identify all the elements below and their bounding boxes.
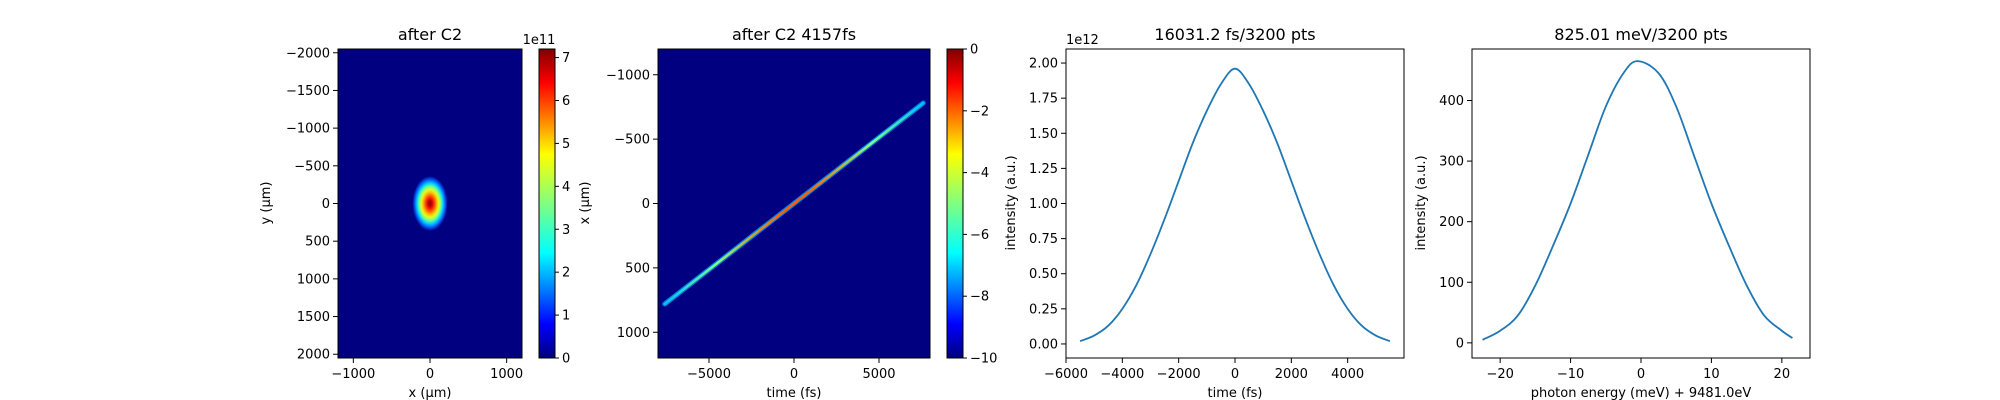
panel-a-ylabel: y (μm): [259, 182, 274, 225]
panel-c-xlabel: time (fs): [1208, 386, 1263, 400]
panel-b-xticks: −5000 0 5000: [687, 358, 896, 382]
panel-d-frame: [1471, 48, 1811, 359]
panel-b-ytick-label: 500: [625, 261, 650, 276]
panel-b-cbtick-label: −10: [970, 352, 997, 367]
panel-energy-spectrum: 825.01 meV/3200 pts −20 −10 0 10 20 0 100 200 3…: [1414, 25, 1811, 400]
panel-d-ytick-label: 200: [1439, 215, 1464, 230]
panel-c-ytick-label: 1.50: [1029, 127, 1058, 142]
panel-a-colorbar-ticks: 0 1 2 3 4 5 6 7: [555, 51, 570, 367]
panel-d-xtick-label: 10: [1703, 367, 1720, 382]
panel-d-ytick-label: 400: [1439, 94, 1464, 109]
panel-d-xlabel: photon energy (meV) + 9481.0eV: [1531, 386, 1752, 400]
panel-b-xtick-label: 0: [790, 367, 798, 382]
panel-c-ytick-label: 1.75: [1029, 92, 1058, 107]
panel-d-ytick-label: 300: [1439, 155, 1464, 170]
panel-a-cbtick-label: 1: [562, 309, 570, 324]
panel-d-xtick-label: 20: [1774, 367, 1791, 382]
panel-a-xticks: −1000 0 1000: [331, 358, 523, 382]
panel-d-ytick-label: 0: [1456, 336, 1464, 351]
panel-b-cbtick-label: −8: [970, 290, 989, 305]
panel-a-ytick-label: 1500: [297, 310, 330, 325]
panel-b-cbtick-label: −4: [970, 166, 989, 181]
panel-d-xtick-label: 0: [1637, 367, 1645, 382]
panel-a-ytick-label: 2000: [297, 348, 330, 363]
panel-b-title: after C2 4157fs: [732, 25, 856, 44]
panel-beam-profile: after C2 −1000 0 1000 −2000 −1500 −1000 −500 0…: [259, 25, 570, 400]
panel-d-ytick-label: 100: [1439, 276, 1464, 291]
panel-a-cbtick-label: 3: [562, 223, 570, 238]
panel-a-cbtick-label: 0: [562, 352, 570, 367]
panel-a-ytick-label: 500: [305, 235, 330, 250]
panel-c-ytick-label: 1.25: [1029, 162, 1058, 177]
panel-a-colorbar-offset: 1e11: [523, 33, 556, 48]
panel-a-cbtick-label: 5: [562, 137, 570, 152]
panel-c-ytick-label: 0.50: [1029, 267, 1058, 282]
panel-time-profile: 16031.2 fs/3200 pts 1e12 −6000 −4000 −2000…: [1004, 25, 1405, 400]
panel-c-xtick-label: −6000: [1044, 367, 1088, 382]
panel-a-ytick-label: 0: [322, 197, 330, 212]
panel-b-ytick-label: −1000: [606, 68, 650, 83]
panel-a-xtick-label: −1000: [331, 367, 375, 382]
panel-c-xticks: −6000 −4000 −2000 0 2000 4000: [1044, 358, 1364, 382]
streak-line: [663, 101, 925, 306]
panel-c-xtick-label: 0: [1231, 367, 1239, 382]
panel-b-ytick-label: 1000: [617, 326, 650, 341]
panel-b-xtick-label: −5000: [687, 367, 731, 382]
panel-b-ytick-label: −500: [614, 133, 650, 148]
panel-b-colorbar-label: x (μm): [578, 182, 593, 225]
panel-a-xlabel: x (μm): [409, 386, 452, 400]
panel-time-streak: after C2 4157fs −5000 0 5000 −1000−5000500…: [578, 25, 997, 400]
panel-c-xtick-label: −2000: [1157, 367, 1201, 382]
panel-c-xtick-label: −4000: [1100, 367, 1144, 382]
panel-c-ytick-label: 0.25: [1029, 302, 1058, 317]
panel-d-title: 825.01 meV/3200 pts: [1554, 25, 1727, 44]
energy-spectrum-line: [1482, 60, 1793, 341]
panel-a-cbtick-label: 6: [562, 94, 570, 109]
panel-a-title: after C2: [398, 25, 462, 44]
panel-b-xtick-label: 5000: [862, 367, 895, 382]
panel-b-ytick-label: 0: [642, 197, 650, 212]
panel-c-ytick-label: 2.00: [1029, 57, 1058, 72]
panel-a-ytick-label: −500: [294, 159, 330, 174]
panel-c-ylabel: intensity (a.u.): [1004, 155, 1019, 250]
panel-b-cbtick-label: −2: [970, 104, 989, 119]
panel-b-cbtick-label: −6: [970, 228, 989, 243]
panel-b-cbtick-label: 0: [970, 43, 978, 58]
panel-c-ytick-label: 1.00: [1029, 197, 1058, 212]
panel-a-cbtick-label: 7: [562, 51, 570, 66]
panel-c-frame: [1065, 48, 1405, 359]
panel-c-xtick-label: 4000: [1331, 367, 1364, 382]
panel-a-cbtick-label: 4: [562, 180, 570, 195]
time-profile-line: [1079, 67, 1391, 342]
beam-spot: [412, 176, 448, 231]
panel-d-ylabel: intensity (a.u.): [1414, 155, 1429, 250]
panel-b-yticks: −1000 −500 0 500 1000: [606, 68, 658, 341]
panel-b-colorbar-ticks: 0 −2 −4 −6 −8 −10: [963, 43, 997, 367]
panel-c-ytick-label: 0.75: [1029, 232, 1058, 247]
panel-c-xtick-label: 2000: [1275, 367, 1308, 382]
panel-c-title: 16031.2 fs/3200 pts: [1154, 25, 1315, 44]
panel-a-ytick-label: −2000: [286, 46, 330, 61]
panel-a-xtick-label: 0: [426, 367, 434, 382]
panel-d-xtick-label: −10: [1557, 367, 1584, 382]
panel-a-yticks: −2000 −1500 −1000 −500 0 500 1000 1500 2000: [286, 46, 338, 363]
panel-d-xticks: −20 −10 0 10 20: [1486, 358, 1790, 382]
panel-a-cbtick-label: 2: [562, 266, 570, 281]
panel-c-offset: 1e12: [1066, 33, 1099, 48]
panel-b-colorbar: [946, 48, 964, 359]
panel-d-xtick-label: −20: [1486, 367, 1513, 382]
panel-a-ytick-label: −1500: [286, 84, 330, 99]
panel-c-ytick-label: 0.00: [1029, 337, 1058, 352]
panel-c-yticks: 0.00 0.25 0.50 0.75 1.00 1.25 1.50 1.75 2.00: [1029, 57, 1066, 352]
panel-a-colorbar: [538, 48, 556, 359]
panel-b-xlabel: time (fs): [767, 386, 822, 400]
panel-a-xtick-label: 1000: [490, 367, 523, 382]
panel-a-ytick-label: 1000: [297, 272, 330, 287]
panel-d-yticks: 0 100 200 300 400: [1439, 94, 1472, 351]
panel-a-ytick-label: −1000: [286, 122, 330, 137]
